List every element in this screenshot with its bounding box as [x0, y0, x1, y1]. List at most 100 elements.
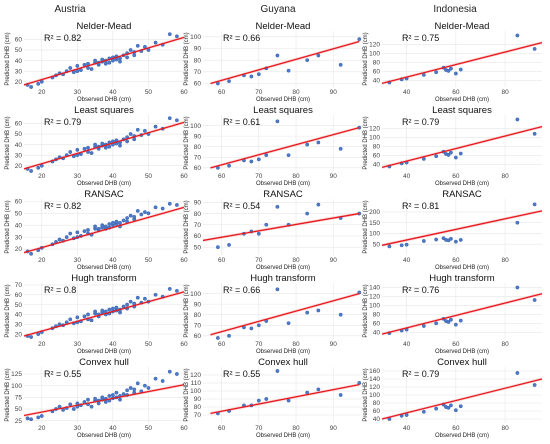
data-point [115, 220, 118, 223]
data-point [118, 398, 121, 401]
regression-line [24, 385, 184, 416]
data-point [154, 377, 157, 380]
data-point [175, 372, 178, 375]
data-point [93, 225, 96, 228]
data-point [93, 310, 96, 313]
data-point [133, 54, 136, 57]
data-point [168, 370, 171, 373]
data-point [143, 384, 146, 387]
data-point [257, 72, 260, 75]
panel-title: Nelder-Mead [256, 21, 311, 32]
y-tick-label: 80 [194, 57, 202, 64]
x-axis-label: Observed DHB (cm) [77, 265, 131, 271]
data-point [129, 300, 132, 303]
data-point [147, 212, 150, 215]
data-point [90, 319, 93, 322]
y-axis-label: Predicted DHB (cm) [184, 116, 190, 169]
data-point [358, 37, 361, 40]
panel-title: Least squares [74, 105, 134, 116]
x-tick-label: 70 [255, 341, 263, 348]
y-tick-label: 40 [373, 416, 381, 423]
r-squared-label: R² = 0.66 [223, 285, 260, 295]
data-point [265, 397, 268, 400]
data-point [90, 405, 93, 408]
x-tick-label: 50 [145, 425, 153, 432]
data-point [111, 393, 114, 396]
y-tick-label: 40 [15, 222, 23, 229]
y-tick-label: 60 [373, 321, 381, 328]
r-squared-label: R² = 0.79 [402, 117, 439, 127]
data-point [276, 369, 279, 372]
data-point [400, 244, 403, 247]
data-point [86, 146, 89, 149]
data-point [250, 75, 253, 78]
regression-line [210, 128, 359, 168]
panel-title: RANSAC [84, 189, 124, 200]
y-tick-label: 60 [194, 233, 202, 240]
x-tick-label: 60 [180, 425, 188, 432]
y-tick-label: 50 [15, 406, 23, 413]
data-point [76, 231, 79, 234]
data-point [175, 119, 178, 122]
data-point [257, 232, 260, 235]
data-point [154, 125, 157, 128]
data-point [449, 404, 452, 407]
data-point [29, 85, 32, 88]
y-tick-label: 30 [15, 152, 23, 159]
x-tick-label: 80 [292, 341, 300, 348]
data-point [161, 207, 164, 210]
x-tick-label: 30 [74, 173, 82, 180]
data-point [154, 206, 157, 209]
data-point [168, 287, 171, 290]
panel-least-squares-austria: Least squares 20 30 40 50 60 20 30 40 50 60 Observe… [5, 105, 188, 187]
data-point [533, 203, 536, 206]
x-tick-label: 20 [38, 89, 46, 96]
data-point [449, 318, 452, 321]
data-point [168, 32, 171, 35]
data-point [37, 416, 40, 419]
data-point [93, 143, 96, 146]
data-point [115, 391, 118, 394]
panel-hugh-transform-guyana: Hugh transform 60 70 80 90 60 70 80 90 100 Observe… [184, 273, 363, 355]
panel-ransac-guyana: RANSAC60 70 80 905060708090Observed DHB (cm… [184, 189, 363, 271]
x-axis-label: Observed DHB (cm) [256, 181, 310, 187]
y-tick-label: 80 [194, 312, 202, 319]
data-point [122, 219, 125, 222]
data-point [101, 396, 104, 399]
panel-title: Convex hull [79, 357, 129, 368]
y-tick-label: 100 [369, 392, 380, 399]
x-tick-label: 70 [255, 89, 263, 96]
y-tick-label: 30 [15, 321, 23, 328]
data-point [276, 288, 279, 291]
data-point [317, 388, 320, 391]
x-axis-label: Observed DHB (cm) [256, 97, 310, 103]
y-tick-label: 80 [373, 400, 381, 407]
panel-title: Convex hull [258, 357, 308, 368]
data-point [136, 44, 139, 47]
x-tick-label: 20 [38, 173, 46, 180]
data-point [449, 151, 452, 154]
data-point [136, 128, 139, 131]
data-point [65, 235, 68, 238]
data-point [129, 214, 132, 217]
r-squared-label: R² = 0.55 [44, 369, 81, 379]
data-point [227, 334, 230, 337]
y-axis-label: Predicted DHB (cm) [363, 116, 369, 169]
data-point [136, 296, 139, 299]
panel-title: RANSAC [442, 189, 482, 200]
y-tick-label: 30 [15, 234, 23, 241]
y-tick-label: 60 [373, 408, 381, 415]
data-point [287, 153, 290, 156]
y-tick-label: 80 [194, 144, 202, 151]
x-tick-label: 70 [255, 425, 263, 432]
x-axis-label: Observed DHB (cm) [435, 181, 489, 187]
y-tick-label: 40 [15, 312, 23, 319]
data-point [175, 203, 178, 206]
r-squared-label: R² = 0.55 [223, 369, 260, 379]
y-tick-label: 70 [194, 412, 202, 419]
x-tick-label: 90 [330, 425, 338, 432]
data-point [111, 307, 114, 310]
x-tick-label: 60 [218, 173, 226, 180]
